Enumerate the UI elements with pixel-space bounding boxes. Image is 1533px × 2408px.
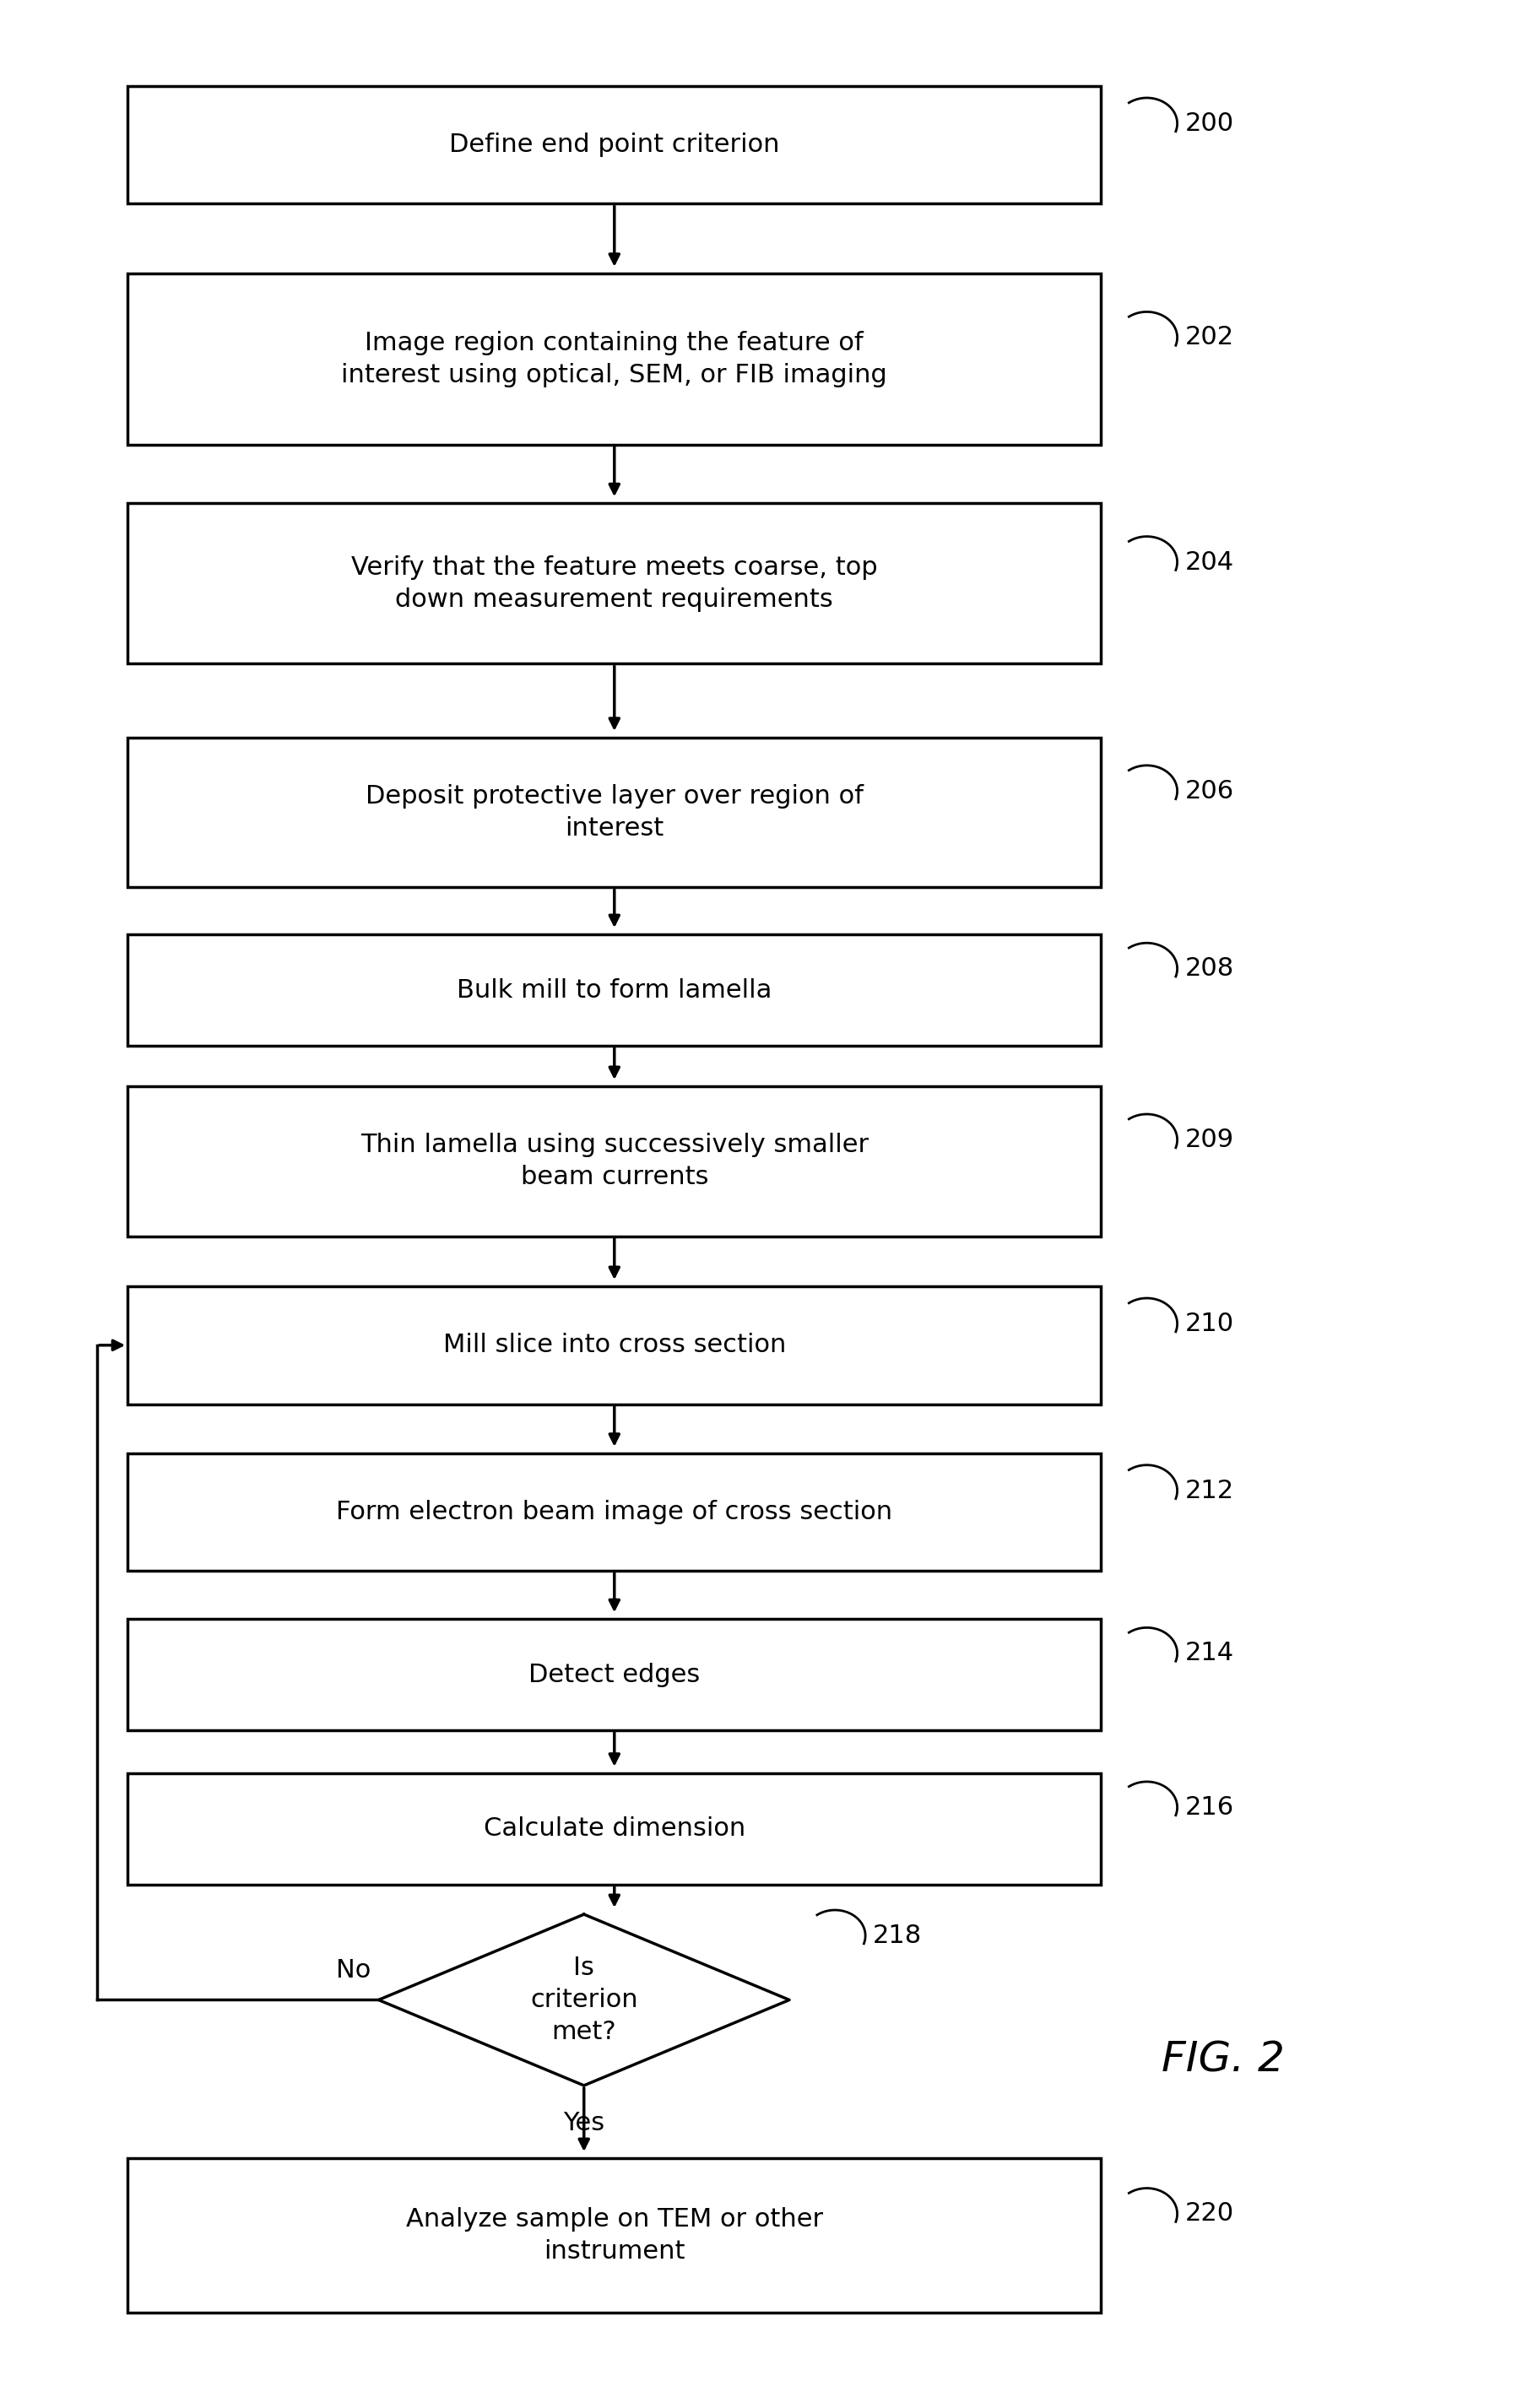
Text: 200: 200 [1185, 111, 1234, 135]
Polygon shape [379, 1914, 789, 2085]
Text: Deposit protective layer over region of
interest: Deposit protective layer over region of … [365, 785, 863, 840]
FancyBboxPatch shape [127, 272, 1101, 445]
Text: 218: 218 [872, 1924, 923, 1948]
Text: Mill slice into cross section: Mill slice into cross section [443, 1334, 786, 1358]
Text: No: No [336, 1958, 371, 1982]
Text: Analyze sample on TEM or other
instrument: Analyze sample on TEM or other instrumen… [406, 2206, 823, 2264]
Text: 210: 210 [1185, 1312, 1234, 1336]
FancyBboxPatch shape [127, 503, 1101, 665]
Text: 206: 206 [1185, 778, 1234, 804]
Text: 216: 216 [1185, 1794, 1234, 1820]
Text: Thin lamella using successively smaller
beam currents: Thin lamella using successively smaller … [360, 1132, 869, 1190]
Text: Is
criterion
met?: Is criterion met? [530, 1955, 638, 2044]
Text: 202: 202 [1185, 325, 1234, 349]
FancyBboxPatch shape [127, 1286, 1101, 1404]
Text: Detect edges: Detect edges [529, 1662, 701, 1688]
Text: Yes: Yes [563, 2112, 604, 2136]
Text: 220: 220 [1185, 2201, 1234, 2225]
Text: 214: 214 [1185, 1642, 1234, 1666]
Text: Bulk mill to form lamella: Bulk mill to form lamella [457, 978, 773, 1002]
FancyBboxPatch shape [127, 1772, 1101, 1885]
FancyBboxPatch shape [127, 2158, 1101, 2312]
Text: Calculate dimension: Calculate dimension [483, 1816, 745, 1842]
Text: Form electron beam image of cross section: Form electron beam image of cross sectio… [336, 1500, 892, 1524]
FancyBboxPatch shape [127, 1454, 1101, 1570]
Text: 208: 208 [1185, 956, 1234, 980]
Text: Image region containing the feature of
interest using optical, SEM, or FIB imagi: Image region containing the feature of i… [342, 330, 888, 388]
Text: 209: 209 [1185, 1127, 1234, 1151]
FancyBboxPatch shape [127, 737, 1101, 889]
FancyBboxPatch shape [127, 87, 1101, 205]
Text: FIG. 2: FIG. 2 [1162, 2040, 1285, 2081]
Text: Define end point criterion: Define end point criterion [449, 132, 780, 157]
Text: Verify that the feature meets coarse, top
down measurement requirements: Verify that the feature meets coarse, to… [351, 556, 877, 612]
FancyBboxPatch shape [127, 934, 1101, 1045]
Text: 212: 212 [1185, 1479, 1234, 1503]
FancyBboxPatch shape [127, 1086, 1101, 1235]
Text: 204: 204 [1185, 549, 1234, 576]
FancyBboxPatch shape [127, 1618, 1101, 1731]
